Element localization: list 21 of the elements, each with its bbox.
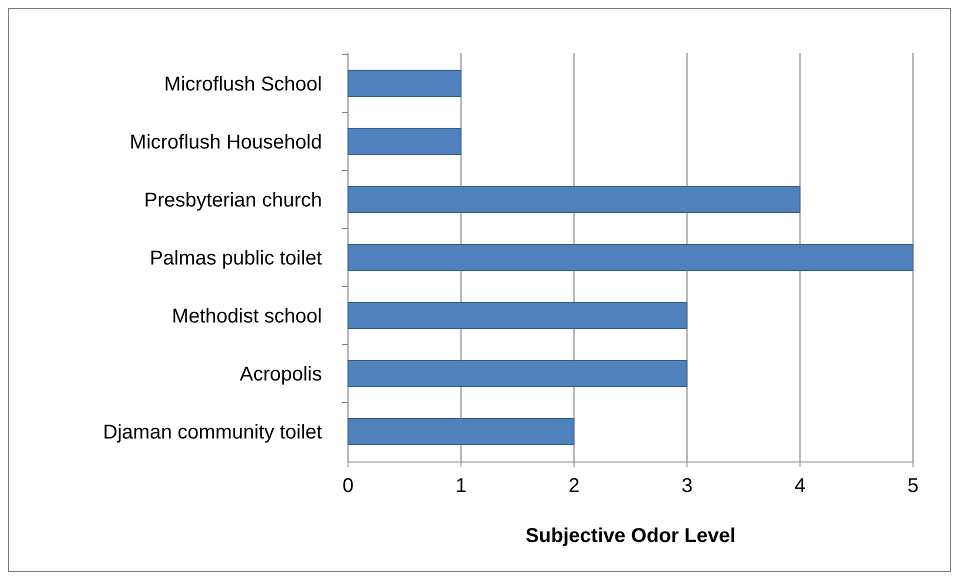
- y-tick-label: Palmas public toilet: [150, 248, 322, 270]
- x-tick-label: 5: [907, 475, 919, 497]
- bar: [348, 302, 688, 330]
- x-tick-label: 3: [681, 475, 693, 497]
- x-tick-label: 1: [455, 475, 467, 497]
- bar: [348, 418, 574, 446]
- y-tick-label: Acropolis: [240, 364, 322, 386]
- x-tick-label: 0: [342, 475, 354, 497]
- x-tick-label: 4: [794, 475, 806, 497]
- y-tick-label: Djaman community toilet: [103, 422, 322, 444]
- y-tick-label: Methodist school: [172, 306, 322, 328]
- y-tick-label: Microflush School: [164, 73, 322, 96]
- y-tick-label: Microflush Household: [130, 131, 322, 154]
- bar: [348, 360, 688, 388]
- x-axis-title: Subjective Odor Level: [525, 525, 736, 547]
- bar: [348, 244, 914, 272]
- bar: [348, 128, 462, 156]
- x-tick-label: 2: [568, 475, 580, 497]
- bar: [348, 70, 462, 98]
- bar: [348, 186, 800, 214]
- y-tick-label: Presbyterian church: [144, 189, 322, 212]
